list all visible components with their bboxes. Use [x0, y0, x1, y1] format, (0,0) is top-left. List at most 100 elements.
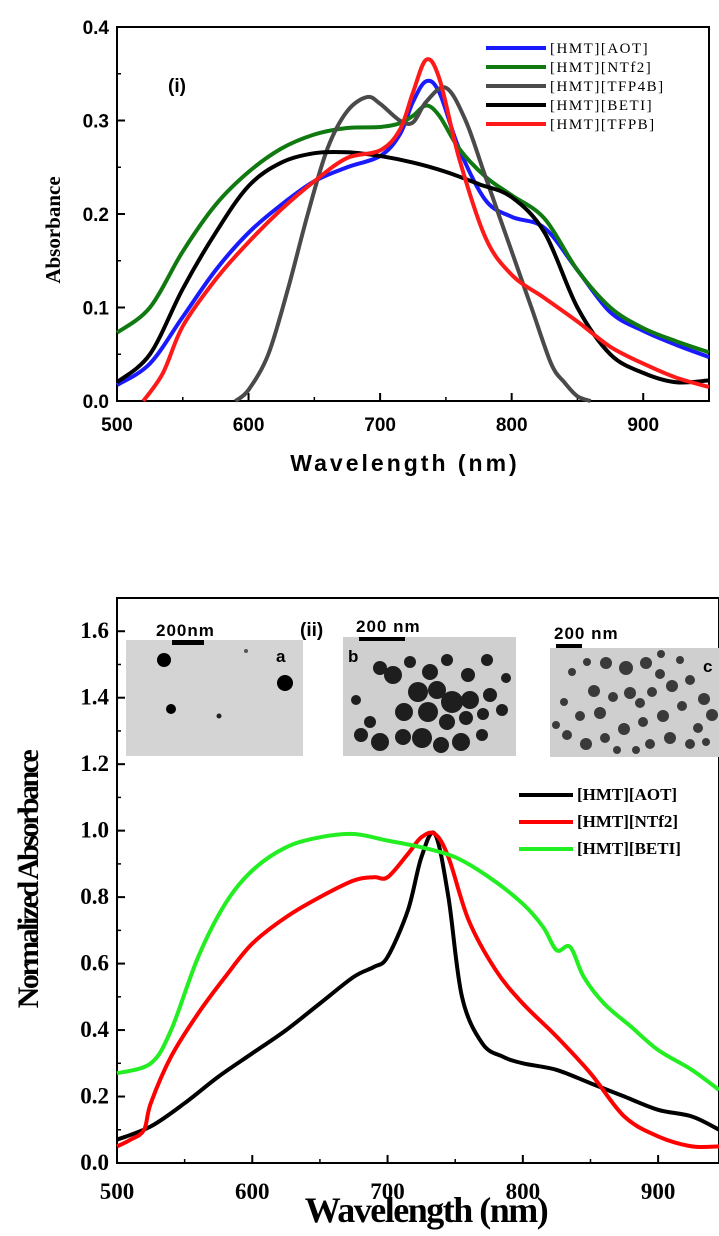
particle	[624, 687, 636, 699]
series-line	[234, 85, 592, 403]
particle	[439, 714, 455, 730]
particle	[575, 711, 585, 721]
y-tick-label: 0.4	[80, 1017, 109, 1042]
inset-a-label: a	[276, 647, 286, 666]
x-tick-label: 600	[235, 1179, 270, 1204]
legend-label: [HMT][AOT]	[577, 785, 677, 804]
particle	[685, 739, 695, 749]
particle	[580, 738, 592, 750]
x-tick-label: 700	[364, 415, 396, 436]
y-tick-label: 0.0	[83, 392, 109, 413]
series-line	[116, 830, 719, 1150]
inset-c-label: c	[703, 657, 712, 676]
particle	[404, 656, 416, 668]
particle	[477, 708, 489, 720]
particle	[395, 703, 413, 721]
legend-ii: [HMT][AOT] [HMT][NTf2] [HMT][BETI]	[519, 785, 681, 858]
panel-label-i: (i)	[168, 76, 186, 97]
legend-label: [HMT][NTf2]	[577, 812, 678, 831]
particle	[277, 675, 293, 691]
particle	[698, 693, 710, 705]
inset-a-scale-bar	[172, 640, 204, 645]
y-tick-label: 0.1	[83, 299, 110, 320]
particle	[461, 668, 475, 682]
particle	[619, 661, 633, 675]
inset-c-image	[550, 648, 719, 757]
panel-ii: 500 600 700 800 900 0.0 0.2 0.4 0.6 0.8 1.0 1.2 1.4…	[12, 597, 719, 1230]
particle	[496, 704, 508, 716]
particle	[594, 707, 606, 719]
particle	[693, 723, 703, 733]
x-tick-label: 900	[641, 1179, 676, 1204]
particle	[685, 675, 695, 685]
inset-c-scale-bar	[556, 644, 582, 648]
legend-label: [HMT][TFP4B]	[550, 79, 665, 95]
particle	[655, 669, 665, 679]
particle	[216, 713, 222, 719]
particle	[433, 737, 449, 753]
particle	[657, 710, 669, 722]
particle	[452, 733, 470, 751]
y-tick-label: 1.2	[80, 751, 109, 776]
y-tick-label: 1.0	[80, 818, 109, 843]
particle	[676, 656, 684, 664]
inset-a-image	[126, 640, 303, 756]
inset-b-scale-bar	[359, 637, 405, 641]
tem-inset-c: 200 nm c	[550, 624, 719, 757]
panel-i: 500 600 700 800 900 0.0 0.1 0.2 0.3 0.4 (i) Wave…	[41, 18, 710, 476]
particle	[501, 673, 511, 683]
particle	[351, 695, 361, 705]
particle	[459, 711, 473, 725]
legend-label: [HMT][TFPB]	[550, 117, 656, 133]
particle	[441, 654, 453, 666]
particle	[635, 698, 645, 708]
particle	[562, 730, 572, 740]
y-tick-labels-ii: 0.0 0.2 0.4 0.6 0.8 1.0 1.2 1.4 1.6	[80, 618, 109, 1175]
x-tick-label: 700	[370, 1179, 405, 1204]
y-tick-label: 1.6	[80, 618, 109, 643]
axes-ticks-i	[116, 26, 645, 402]
particle	[702, 738, 710, 746]
particle	[568, 668, 576, 676]
y-tick-label: 1.4	[80, 685, 109, 710]
legend-label: [HMT][BETI]	[577, 839, 681, 858]
particle	[461, 691, 479, 709]
inset-b-particles	[351, 654, 511, 753]
y-tick-label: 0.8	[80, 884, 109, 909]
particle	[354, 728, 368, 742]
legend-label: [HMT][NTf2]	[550, 60, 652, 76]
x-tick-label: 500	[100, 1179, 135, 1204]
axes-ticks-ii	[116, 630, 660, 1164]
x-axis-title-ii: Wavelength (nm)	[305, 1190, 548, 1230]
particle	[600, 733, 610, 743]
y-axis-title-i: Absorbance	[41, 176, 65, 283]
inset-c-particles	[552, 650, 718, 754]
particle	[618, 723, 630, 735]
particle	[640, 657, 652, 669]
particle	[483, 688, 497, 702]
particle	[608, 692, 618, 702]
x-tick-label: 500	[101, 415, 133, 436]
particle	[638, 717, 648, 727]
particle	[645, 739, 655, 749]
particle	[157, 653, 171, 667]
series-line	[115, 149, 710, 385]
particle	[583, 658, 591, 666]
particle	[395, 729, 411, 745]
particle	[428, 681, 446, 699]
legend-label: [HMT][AOT]	[550, 41, 649, 57]
x-tick-label: 800	[496, 415, 528, 436]
particle	[408, 682, 428, 702]
particle	[441, 691, 463, 713]
particle	[677, 701, 687, 711]
legend-i: [HMT][AOT] [HMT][NTf2] [HMT][TFP4B] [HMT][B…	[486, 41, 665, 133]
x-axis-title-i: Wavelength (nm)	[290, 450, 519, 476]
series-line	[116, 831, 719, 1092]
particle	[418, 702, 438, 722]
particle	[600, 657, 612, 669]
y-tick-labels-i: 0.0 0.1 0.2 0.3 0.4	[83, 18, 110, 413]
particle	[371, 733, 389, 751]
particle	[560, 698, 568, 706]
particle	[666, 680, 678, 692]
inset-b-scale-text: 200 nm	[356, 617, 421, 636]
